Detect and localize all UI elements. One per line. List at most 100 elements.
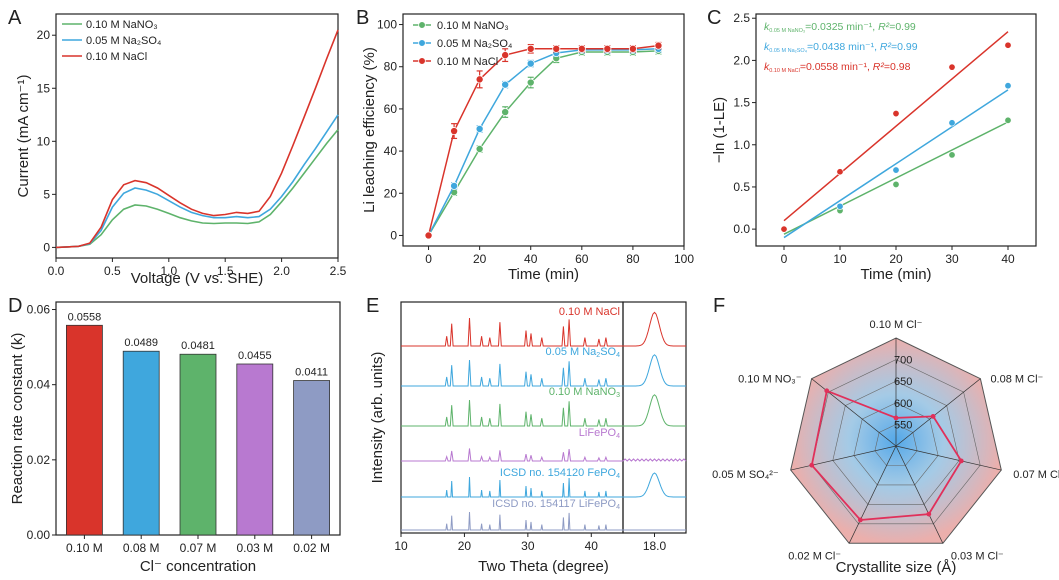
x-tick-label: 100 <box>674 252 694 266</box>
trace-label: 0.05 M Na2SO4 <box>546 346 621 359</box>
x-axis-label: Cl⁻ concentration <box>140 558 256 575</box>
panel-f-letter: F <box>713 295 725 317</box>
panel-c-letter: C <box>707 7 721 29</box>
bar-value-label: 0.0558 <box>68 311 102 323</box>
inset-trace <box>623 354 686 387</box>
series-line <box>427 50 659 236</box>
inset-frame <box>622 301 687 534</box>
radar-grid-ring <box>832 380 960 505</box>
x-axis-label: Time (min) <box>508 266 579 283</box>
data-point <box>577 44 586 53</box>
x-axis-label: Time (min) <box>860 266 931 283</box>
y-axis-label: Li leaching efficiency (%) <box>361 47 378 213</box>
data-point <box>526 59 535 68</box>
radar-axis-label: 0.07 M Cl⁻ <box>1013 469 1059 481</box>
data-point <box>475 144 484 153</box>
y-tick-label: 0.02 <box>27 453 51 467</box>
y-tick-label: 20 <box>37 28 51 42</box>
x-tick-label: 10 <box>833 252 847 266</box>
x-axis-label: Two Theta (degree) <box>478 558 609 575</box>
y-tick-label: 2.5 <box>733 11 750 25</box>
data-point <box>892 110 900 118</box>
radar-data-point <box>857 517 863 523</box>
x-tick-label: 20 <box>458 539 472 553</box>
legend-marker <box>418 39 426 47</box>
radar-spoke <box>895 445 944 544</box>
bar <box>236 363 274 536</box>
radar-grid-ring <box>853 402 939 486</box>
x-tick-label: 0.0 <box>48 264 65 278</box>
xrd-trace <box>401 476 623 498</box>
x-tick-label: 2.0 <box>273 264 290 278</box>
y-axis-label: Intensity (arb. units) <box>369 352 386 484</box>
y-tick-label: 5 <box>43 187 50 201</box>
rate-annotation: k0.05 M NaNO₃=0.0325 min⁻¹, R²=0.99 <box>764 21 916 34</box>
y-tick-label: 1.0 <box>733 138 750 152</box>
y-tick-label: 100 <box>377 18 397 32</box>
x-tick-label: 1.0 <box>160 264 177 278</box>
radar-data-point <box>958 458 964 464</box>
x-tick-label: 0.08 M <box>123 541 160 555</box>
xrd-trace <box>401 399 623 427</box>
panel-d-chart: 0.00 0.02 0.04 0.06 Cl⁻ concentration Reactio… <box>9 301 341 575</box>
y-tick-label: 0 <box>43 240 50 254</box>
x-tick-label: 0.03 M <box>236 541 273 555</box>
y-tick-label: 60 <box>384 102 398 116</box>
x-tick-label: 0.07 M <box>180 541 217 555</box>
data-point <box>475 75 484 84</box>
bar-value-label: 0.0489 <box>124 337 158 349</box>
x-tick-label: 0.02 M <box>293 541 330 555</box>
data-point <box>450 127 459 136</box>
x-tick-label: 1.5 <box>217 264 234 278</box>
inset-trace <box>623 472 686 498</box>
fit-line <box>783 31 1009 222</box>
inset-trace <box>622 458 687 462</box>
rate-annotation: k0.05 M Na₂SO₄=0.0438 min⁻¹, R²=0.99 <box>764 41 918 54</box>
data-point <box>836 202 844 210</box>
radar-tick-label: 700 <box>894 355 912 367</box>
x-tick-label: 60 <box>575 252 589 266</box>
radar-spoke <box>848 445 897 544</box>
data-point <box>526 78 535 87</box>
x-tick-label: 40 <box>524 252 538 266</box>
radar-data-polygon <box>810 389 963 521</box>
data-point <box>892 166 900 174</box>
panel-d-letter: D <box>8 295 22 317</box>
data-point <box>1004 82 1012 90</box>
xrd-trace <box>401 317 623 347</box>
data-point <box>526 44 535 53</box>
y-tick-label: 40 <box>384 144 398 158</box>
radar-tick-label: 650 <box>894 376 912 388</box>
y-axis-label: −ln (1-LE) <box>711 97 728 163</box>
trace-label: 0.10 M NaNO3 <box>549 386 620 399</box>
bar-value-label: 0.0455 <box>238 350 272 362</box>
radar-data-point <box>926 511 932 517</box>
xrd-trace <box>401 448 623 462</box>
panel-a-chart: 0.0 0.5 1.0 1.5 2.0 2.5 0 5 10 15 20 Voltage (V vs.… <box>15 13 347 287</box>
radar-tick-label: 550 <box>894 419 912 431</box>
data-point <box>552 44 561 53</box>
radar-grid-ring <box>811 359 981 525</box>
legend-marker <box>418 21 426 29</box>
x-tick-label: 0 <box>781 252 788 266</box>
y-tick-label: 0.0 <box>733 222 750 236</box>
data-point <box>450 181 459 190</box>
x-tick-label: 40 <box>585 539 599 553</box>
bar <box>293 380 331 536</box>
x-tick-label: 0.5 <box>104 264 121 278</box>
x-tick-label: 40 <box>1001 252 1015 266</box>
panel-c-chart: 0 10 20 30 40 0.0 0.5 1.0 1.5 2.0 2.5 Time (min) −ln… <box>711 11 1037 283</box>
radar-axis-label: 0.10 M NO₃⁻ <box>738 374 802 386</box>
radar-axis-label: 0.08 M Cl⁻ <box>990 374 1043 386</box>
radar-spoke <box>895 445 1002 471</box>
y-axis-label: Reaction rate constant (k) <box>9 333 26 505</box>
bar-value-label: 0.0411 <box>295 367 328 379</box>
rate-annotation: k0.10 M NaCl=0.0558 min⁻¹, R²=0.98 <box>764 61 911 74</box>
data-point <box>628 44 637 53</box>
bar <box>122 350 160 536</box>
fit-line <box>783 89 1009 239</box>
radar-axis-label: 0.10 M Cl⁻ <box>870 319 923 331</box>
radar-axis-label: 0.02 M Cl⁻ <box>788 550 841 562</box>
data-point <box>424 231 433 240</box>
